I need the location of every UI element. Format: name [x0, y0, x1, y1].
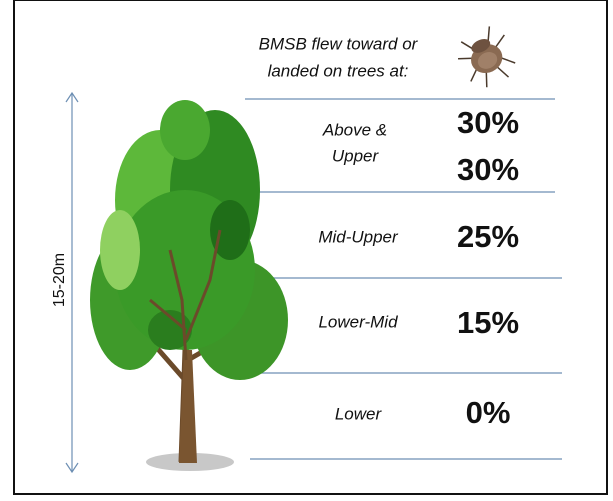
header-line: landed on trees at:: [268, 61, 409, 80]
row-value: 30%: [457, 105, 519, 140]
row-value: 0%: [466, 395, 511, 430]
row-label: Mid-Upper: [318, 227, 399, 246]
row-value: 30%: [457, 152, 519, 187]
row-value: 25%: [457, 219, 519, 254]
height-label: 15-20m: [51, 253, 68, 307]
row-label: Above &: [322, 120, 387, 139]
header-line: BMSB flew toward or: [259, 34, 419, 53]
row-label: Lower-Mid: [318, 312, 398, 331]
row-label: Lower: [335, 404, 383, 423]
row-label: Upper: [332, 146, 380, 165]
infographic: BMSB flew toward or landed on trees at: …: [0, 0, 613, 501]
row-value: 15%: [457, 305, 519, 340]
